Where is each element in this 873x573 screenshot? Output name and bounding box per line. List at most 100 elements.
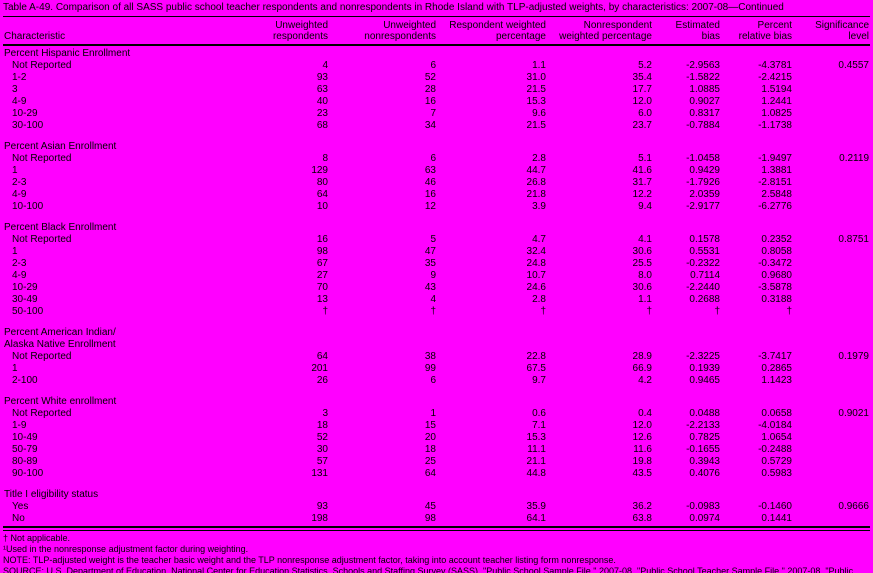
cell-value: 16 — [424, 96, 436, 107]
row-label: 1 — [12, 246, 18, 257]
row-label: 10-29 — [12, 282, 38, 293]
cell-value: 12.2 — [632, 189, 652, 200]
section-heading: Percent American Indian/ Alaska Native E… — [4, 327, 116, 350]
cell-value: 0.0488 — [689, 408, 720, 419]
cell-value: 0.4557 — [838, 60, 869, 71]
cell-value: -1.5822 — [686, 72, 720, 83]
cell-value: -3.5878 — [758, 282, 792, 293]
table-row: 2-100 26 6 9.7 4.2 0.9465 1.1423 — [3, 375, 870, 387]
table-row: 1-9 18 15 7.1 12.0 -2.2133 -4.0184 — [3, 420, 870, 432]
cell-value: 20 — [424, 432, 436, 443]
cell-value: 23.7 — [632, 120, 652, 131]
section-spacer-row — [3, 480, 870, 487]
row-label: Not Reported — [12, 153, 72, 164]
cell-value: 21.1 — [526, 456, 546, 467]
section-heading-row: Percent White enrollment — [3, 394, 870, 408]
row-label: 50-100 — [12, 306, 44, 317]
row-label: No — [12, 513, 25, 524]
table-row: 4-9 40 16 15.3 12.0 0.9027 1.2441 — [3, 96, 870, 108]
cell-value: 93 — [316, 501, 328, 512]
cell-value: 0.9666 — [838, 501, 869, 512]
cell-value: † — [646, 306, 652, 317]
cell-value: 15.3 — [526, 96, 546, 107]
table-row: 30-100 68 34 21.5 23.7 -0.7884 -1.1738 — [3, 120, 870, 132]
cell-value — [793, 246, 870, 258]
cell-value: 3.9 — [532, 201, 546, 212]
row-label: 50-79 — [12, 444, 38, 455]
cell-value: 2.5848 — [761, 189, 792, 200]
cell-value: 36.2 — [632, 501, 652, 512]
cell-value: 21.5 — [526, 120, 546, 131]
cell-value: -1.1738 — [758, 120, 792, 131]
cell-value: 0.7114 — [690, 270, 720, 281]
table-title: Table A-49. Comparison of all SASS publi… — [3, 2, 784, 13]
cell-value: 0.3943 — [689, 456, 720, 467]
cell-value: 12.0 — [632, 96, 652, 107]
cell-value: 9.4 — [638, 201, 652, 212]
cell-value: 0.9021 — [838, 408, 869, 419]
cell-value: 201 — [311, 363, 328, 374]
cell-value: 198 — [311, 513, 328, 524]
table-row: 1 98 47 32.4 30.6 0.5531 0.8058 — [3, 246, 870, 258]
cell-value: 0.9429 — [689, 165, 720, 176]
footnotes: † Not applicable. ¹Used in the nonrespon… — [3, 533, 870, 573]
table-row: Not Reported 16 5 4.7 4.1 0.1578 0.2352 0.8751 — [3, 234, 870, 246]
cell-value: 98 — [424, 513, 436, 524]
cell-value — [793, 270, 870, 282]
cell-value: 12.0 — [632, 420, 652, 431]
footnote-note: NOTE: TLP-adjusted weight is the teacher… — [3, 555, 616, 565]
column-header-percent-relative-bias: Percent relative bias — [721, 17, 793, 46]
row-label: Not Reported — [12, 60, 72, 71]
cell-value: 21.8 — [526, 189, 546, 200]
cell-value: -1.0458 — [686, 153, 720, 164]
cell-value: 12 — [424, 201, 436, 212]
cell-value: † — [786, 306, 792, 317]
cell-value: -2.3225 — [686, 351, 720, 362]
row-label: Not Reported — [12, 234, 72, 245]
cell-value: 9.7 — [532, 375, 546, 386]
table-row: 50-100 † † † † † † — [3, 306, 870, 318]
row-label: 2-100 — [12, 375, 38, 386]
title-rule — [3, 16, 870, 17]
cell-value: -4.0184 — [758, 420, 792, 431]
cell-value: 15.3 — [526, 432, 546, 443]
section-heading: Percent Black Enrollment — [4, 222, 117, 233]
cell-value — [793, 108, 870, 120]
cell-value: 1.2441 — [761, 96, 792, 107]
cell-value: 98 — [316, 246, 328, 257]
cell-value: 24.8 — [526, 258, 546, 269]
cell-value: † — [714, 306, 720, 317]
cell-value: -2.2440 — [686, 282, 720, 293]
cell-value: 10.7 — [526, 270, 546, 281]
cell-value: 0.8058 — [761, 246, 792, 257]
section-heading: Percent Hispanic Enrollment — [4, 48, 131, 59]
cell-value: 1.1 — [532, 60, 546, 71]
cell-value — [793, 84, 870, 96]
cell-value: 93 — [316, 72, 328, 83]
section-spacer-row — [3, 387, 870, 394]
row-label: 90-100 — [12, 468, 44, 479]
row-label: 30-100 — [12, 120, 44, 131]
row-label: 10-49 — [12, 432, 38, 443]
cell-value — [793, 468, 870, 480]
column-header-significance-level: Significance level — [793, 17, 870, 46]
cell-value: 129 — [311, 165, 328, 176]
row-label: 1 — [12, 363, 18, 374]
cell-value: 7 — [430, 108, 436, 119]
cell-value: 0.7825 — [689, 432, 720, 443]
cell-value: 68 — [316, 120, 328, 131]
cell-value: 70 — [316, 282, 328, 293]
row-label: 3 — [12, 84, 18, 95]
cell-value: 0.1441 — [761, 513, 792, 524]
cell-value: 0.2119 — [839, 153, 869, 164]
section-spacer-row — [3, 132, 870, 139]
cell-value: 1.1 — [638, 294, 652, 305]
table-body: Percent Hispanic Enrollment Not Reported 4… — [3, 45, 870, 525]
cell-value: 0.9465 — [689, 375, 720, 386]
column-header-unweighted-respondents: Unweighted respondents — [249, 17, 329, 46]
cell-value: 9 — [430, 270, 436, 281]
cell-value: 22.8 — [526, 351, 546, 362]
cell-value: 35.9 — [526, 501, 546, 512]
table-row: 90-100 131 64 44.8 43.5 0.4076 0.5983 — [3, 468, 870, 480]
table-row: Not Reported 8 6 2.8 5.1 -1.0458 -1.9497 0.2119 — [3, 153, 870, 165]
